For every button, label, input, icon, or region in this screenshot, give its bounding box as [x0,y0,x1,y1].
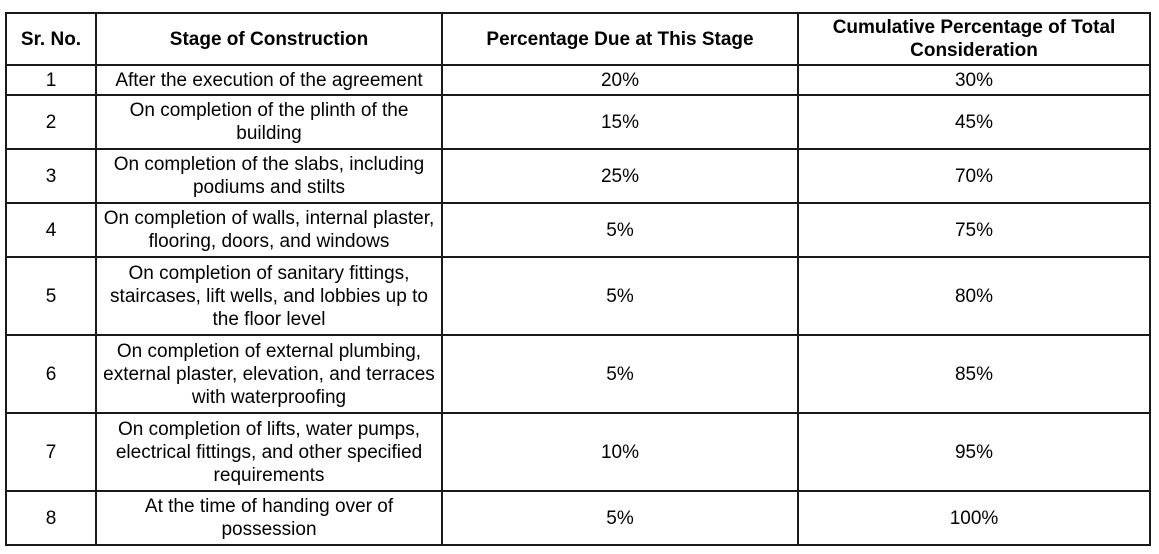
cell-cumulative: 45% [797,94,1151,150]
table-row: 1 After the execution of the agreement 2… [5,64,1151,96]
cell-stage: On completion of the plinth of the build… [95,94,443,150]
cell-percentage-due: 5% [441,202,799,258]
cell-percentage-due: 15% [441,94,799,150]
table-row: 3 On completion of the slabs, including … [5,148,1151,204]
payment-schedule-table: Sr. No. Stage of Construction Percentage… [5,12,1151,546]
cell-percentage-due: 10% [441,412,799,492]
table-row: 7 On completion of lifts, water pumps, e… [5,412,1151,492]
cell-sr-no: 3 [5,148,97,204]
cell-stage: On completion of lifts, water pumps, ele… [95,412,443,492]
cell-cumulative: 85% [797,334,1151,414]
header-row: Sr. No. Stage of Construction Percentage… [5,12,1151,66]
cell-sr-no: 4 [5,202,97,258]
cell-sr-no: 8 [5,490,97,546]
cell-percentage-due: 20% [441,64,799,96]
table-body: 1 After the execution of the agreement 2… [5,64,1151,546]
header-percentage-due: Percentage Due at This Stage [441,12,799,66]
cell-sr-no: 2 [5,94,97,150]
cell-stage: On completion of walls, internal plaster… [95,202,443,258]
header-stage: Stage of Construction [95,12,443,66]
cell-percentage-due: 5% [441,256,799,336]
table-row: 4 On completion of walls, internal plast… [5,202,1151,258]
table-row: 6 On completion of external plumbing, ex… [5,334,1151,414]
header-sr-no: Sr. No. [5,12,97,66]
cell-cumulative: 75% [797,202,1151,258]
cell-percentage-due: 25% [441,148,799,204]
cell-percentage-due: 5% [441,334,799,414]
cell-stage: On completion of the slabs, including po… [95,148,443,204]
table-row: 5 On completion of sanitary fittings, st… [5,256,1151,336]
cell-cumulative: 80% [797,256,1151,336]
cell-stage: On completion of sanitary fittings, stai… [95,256,443,336]
table-row: 2 On completion of the plinth of the bui… [5,94,1151,150]
cell-sr-no: 6 [5,334,97,414]
cell-stage: On completion of external plumbing, exte… [95,334,443,414]
cell-percentage-due: 5% [441,490,799,546]
cell-cumulative: 100% [797,490,1151,546]
cell-sr-no: 5 [5,256,97,336]
table-header: Sr. No. Stage of Construction Percentage… [5,12,1151,66]
header-cumulative-percentage: Cumulative Percentage of Total Considera… [797,12,1151,66]
cell-cumulative: 95% [797,412,1151,492]
cell-sr-no: 7 [5,412,97,492]
cell-cumulative: 30% [797,64,1151,96]
cell-stage: At the time of handing over of possessio… [95,490,443,546]
cell-stage: After the execution of the agreement [95,64,443,96]
cell-sr-no: 1 [5,64,97,96]
table-row: 8 At the time of handing over of possess… [5,490,1151,546]
cell-cumulative: 70% [797,148,1151,204]
